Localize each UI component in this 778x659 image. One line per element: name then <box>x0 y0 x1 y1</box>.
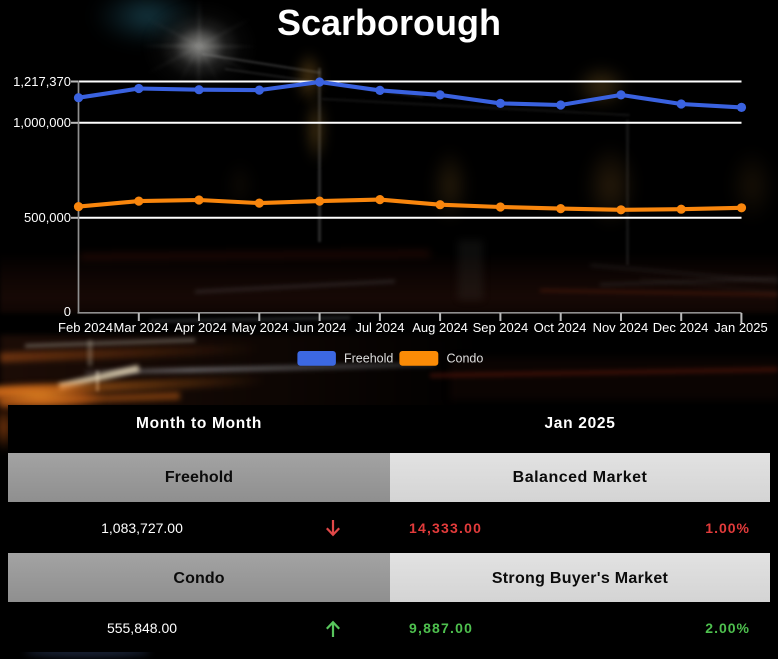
svg-text:Jul 2024: Jul 2024 <box>355 320 404 335</box>
svg-text:May 2024: May 2024 <box>231 320 288 335</box>
svg-text:Jun 2024: Jun 2024 <box>293 320 347 335</box>
svg-text:1,217,370: 1,217,370 <box>13 74 71 89</box>
svg-text:Nov 2024: Nov 2024 <box>593 320 649 335</box>
svg-text:Condo: Condo <box>447 352 484 366</box>
svg-text:Jan 2025: Jan 2025 <box>714 320 768 335</box>
svg-text:1,000,000: 1,000,000 <box>13 115 71 130</box>
svg-text:0: 0 <box>64 304 71 319</box>
svg-text:Mar 2024: Mar 2024 <box>114 320 169 335</box>
svg-text:500,000: 500,000 <box>24 210 71 225</box>
svg-text:Feb 2024: Feb 2024 <box>58 320 113 335</box>
svg-text:Apr 2024: Apr 2024 <box>174 320 227 335</box>
svg-text:Sep 2024: Sep 2024 <box>473 320 529 335</box>
svg-text:Dec 2024: Dec 2024 <box>653 320 709 335</box>
svg-text:Freehold: Freehold <box>344 352 393 366</box>
svg-text:Oct 2024: Oct 2024 <box>534 320 587 335</box>
svg-text:Aug 2024: Aug 2024 <box>412 320 468 335</box>
